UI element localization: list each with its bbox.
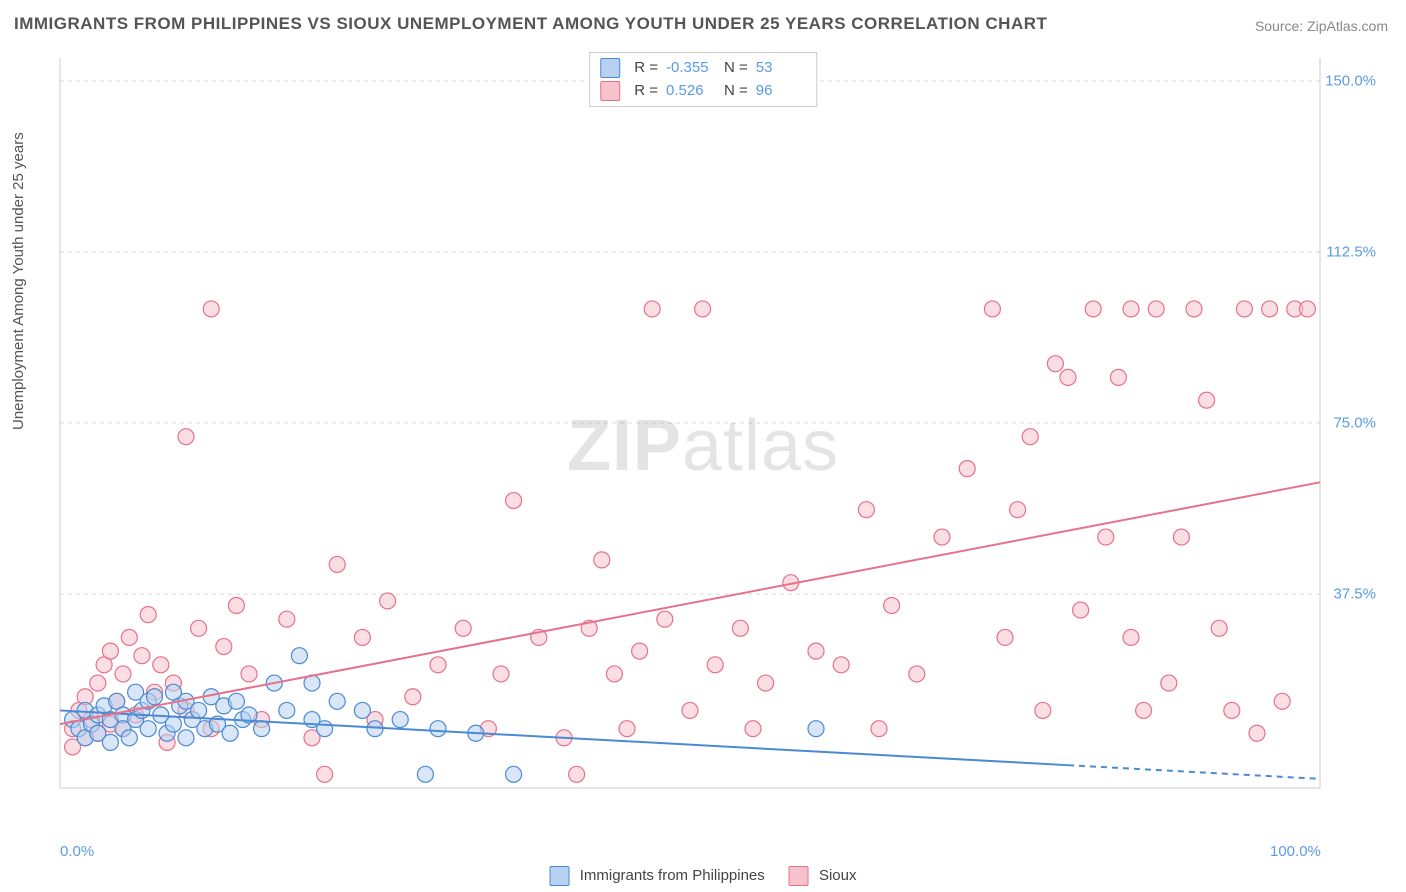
correlation-legend: R = -0.355 N = 53 R = 0.526 N = 96: [589, 52, 817, 107]
legend-n-value-0: 53: [756, 57, 806, 80]
scatter-plot: [55, 48, 1385, 828]
legend-swatch-0: [600, 58, 620, 78]
x-legend-item-1: Sioux: [789, 866, 857, 886]
x-tick-label: 0.0%: [60, 843, 94, 860]
x-legend-label-0: Immigrants from Philippines: [580, 867, 765, 884]
y-tick-label: 112.5%: [1326, 243, 1380, 260]
legend-r-value-1: 0.526: [666, 80, 716, 103]
y-tick-label: 150.0%: [1325, 72, 1380, 89]
plot-svg: [55, 48, 1385, 828]
legend-n-value-1: 96: [756, 80, 806, 103]
x-legend-label-1: Sioux: [819, 867, 857, 884]
legend-r-value-0: -0.355: [666, 57, 716, 80]
x-tick-label: 100.0%: [1270, 843, 1321, 860]
y-axis-label: Unemployment Among Youth under 25 years: [10, 132, 27, 430]
x-legend-item-0: Immigrants from Philippines: [550, 866, 765, 886]
legend-r-prefix-0: R =: [634, 57, 658, 80]
legend-n-prefix-0: N =: [724, 57, 748, 80]
x-legend-swatch-1: [789, 866, 809, 886]
legend-r-prefix-1: R =: [634, 80, 658, 103]
legend-row-series-0: R = -0.355 N = 53: [600, 57, 806, 80]
y-tick-label: 75.0%: [1333, 415, 1380, 432]
legend-row-series-1: R = 0.526 N = 96: [600, 80, 806, 103]
legend-n-prefix-1: N =: [724, 80, 748, 103]
chart-title: IMMIGRANTS FROM PHILIPPINES VS SIOUX UNE…: [14, 14, 1047, 34]
legend-swatch-1: [600, 81, 620, 101]
y-tick-label: 37.5%: [1333, 586, 1380, 603]
x-legend-swatch-0: [550, 866, 570, 886]
source-label: Source: ZipAtlas.com: [1255, 18, 1388, 34]
x-axis-legend: Immigrants from Philippines Sioux: [550, 866, 857, 886]
